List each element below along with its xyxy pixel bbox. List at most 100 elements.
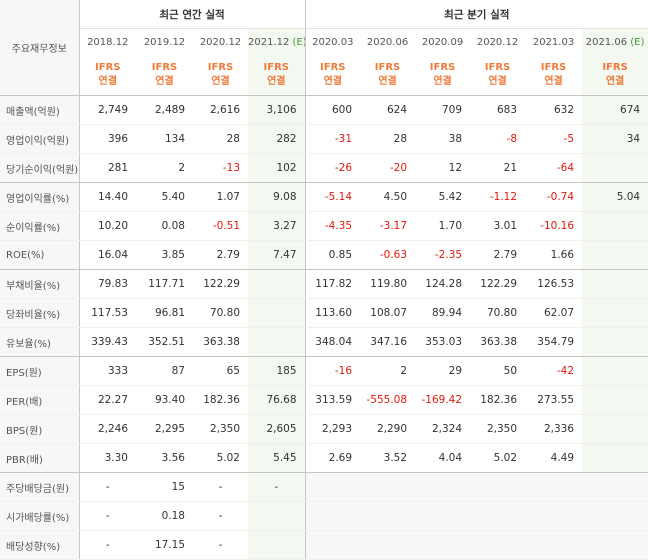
table-cell: 2,350: [470, 414, 526, 444]
row-label: EPS(원): [0, 356, 80, 386]
table-cell: 70.80: [193, 298, 248, 328]
period-header: 2020.09: [421, 36, 464, 48]
table-cell: 4.50: [360, 182, 416, 212]
annual-group-header: 최근 연간 실적: [79, 0, 306, 29]
table-cell: [248, 269, 306, 299]
table-cell: [525, 501, 583, 531]
table-cell: 102: [248, 153, 306, 183]
table-cell: 5.40: [136, 182, 193, 212]
table-cell: 2,336: [525, 414, 583, 444]
table-cell: -: [193, 501, 248, 531]
period-header: 2021.03: [532, 36, 575, 48]
table-cell: 15: [136, 472, 193, 502]
row-label: 매출액(억원): [0, 95, 80, 125]
table-cell: 113.60: [305, 298, 361, 328]
ifrs-label: IFRS 연결: [582, 55, 648, 96]
table-cell: 2.79: [470, 240, 526, 270]
table-cell: 22.27: [79, 385, 136, 415]
table-cell: 87: [136, 356, 193, 386]
table-cell: -16: [305, 356, 361, 386]
estimate-mark: (E): [292, 36, 304, 48]
table-cell: 313.59: [305, 385, 361, 415]
table-cell: [470, 530, 526, 560]
ifrs-label: IFRS 연결: [525, 55, 583, 96]
table-cell: 65: [193, 356, 248, 386]
table-cell: -: [79, 472, 136, 502]
table-row: EPS(원) 333 87 65 185 -16 2 29 50 -42: [0, 356, 648, 386]
table-cell: [415, 501, 471, 531]
table-row: ROE(%) 16.04 3.85 2.79 7.47 0.85 -0.63 -2.35 2.7…: [0, 240, 648, 270]
table-cell: 1.66: [525, 240, 583, 270]
table-row: 배당성향(%) -17.15-: [0, 530, 648, 560]
table-cell: 282: [248, 124, 306, 154]
row-label: 유보율(%): [0, 327, 80, 357]
financial-rows: 매출액(억원) 2,749 2,489 2,616 3,106 600 624 709 683 6…: [0, 95, 648, 560]
table-cell: [582, 443, 648, 473]
estimate-mark: (E): [630, 36, 645, 48]
row-label: BPS(원): [0, 414, 80, 444]
table-cell: 273.55: [525, 385, 583, 415]
ifrs-label: IFRS 연결: [415, 55, 471, 96]
table-cell: [582, 298, 648, 328]
table-row: 매출액(억원) 2,749 2,489 2,616 3,106 600 624 709 683 6…: [0, 95, 648, 125]
table-cell: 3,106: [248, 95, 306, 125]
table-cell: [582, 530, 648, 560]
table-cell: 89.94: [415, 298, 471, 328]
row-label: 주당배당금(원): [0, 472, 80, 502]
table-cell: [305, 501, 361, 531]
table-cell: -31: [305, 124, 361, 154]
table-cell: 0.85: [305, 240, 361, 270]
table-cell: -2.35: [415, 240, 471, 270]
table-cell: 2.79: [193, 240, 248, 270]
table-row: 부채비율(%) 79.83 117.71 122.29 117.82 119.80 124.…: [0, 269, 648, 299]
table-cell: 185: [248, 356, 306, 386]
ifrs-label: IFRS 연결: [79, 55, 136, 96]
table-cell: 9.08: [248, 182, 306, 212]
table-cell: 3.30: [79, 443, 136, 473]
table-cell: 21: [470, 153, 526, 183]
table-cell: 683: [470, 95, 526, 125]
ifrs-label: IFRS 연결: [305, 55, 361, 96]
table-cell: [470, 472, 526, 502]
table-cell: 5.02: [470, 443, 526, 473]
period-header: 2021.12 (E): [248, 28, 306, 55]
table-cell: -: [79, 501, 136, 531]
table-cell: [360, 530, 416, 560]
period-header: 2019.12: [143, 36, 186, 48]
table-cell: 2,324: [415, 414, 471, 444]
table-cell: 3.27: [248, 211, 306, 241]
table-cell: 354.79: [525, 327, 583, 357]
table-cell: 117.82: [305, 269, 361, 299]
table-cell: 14.40: [79, 182, 136, 212]
table-row: PBR(배) 3.30 3.56 5.02 5.45 2.69 3.52 4.04 5.02 4.…: [0, 443, 648, 473]
table-cell: [525, 472, 583, 502]
table-cell: 2.69: [305, 443, 361, 473]
table-cell: 134: [136, 124, 193, 154]
table-cell: 2: [360, 356, 416, 386]
table-cell: 3.52: [360, 443, 416, 473]
table-cell: 2,749: [79, 95, 136, 125]
table-cell: -10.16: [525, 211, 583, 241]
table-cell: -0.51: [193, 211, 248, 241]
table-cell: 281: [79, 153, 136, 183]
row-label: 부채비율(%): [0, 269, 80, 299]
row-label: 당기순이익(억원): [0, 153, 80, 183]
table-cell: 5.02: [193, 443, 248, 473]
table-cell: 34: [582, 124, 648, 154]
table-cell: 0.08: [136, 211, 193, 241]
table-cell: -1.12: [470, 182, 526, 212]
table-cell: 2,295: [136, 414, 193, 444]
row-label: PBR(배): [0, 443, 80, 473]
table-cell: [582, 501, 648, 531]
table-cell: 353.03: [415, 327, 471, 357]
table-row: 주당배당금(원) -15- -: [0, 472, 648, 502]
table-cell: 17.15: [136, 530, 193, 560]
table-cell: 126.53: [525, 269, 583, 299]
table-cell: 709: [415, 95, 471, 125]
table-cell: 122.29: [470, 269, 526, 299]
table-cell: 348.04: [305, 327, 361, 357]
table-cell: -20: [360, 153, 416, 183]
table-cell: [305, 472, 361, 502]
period-header: 2020.12: [476, 36, 519, 48]
